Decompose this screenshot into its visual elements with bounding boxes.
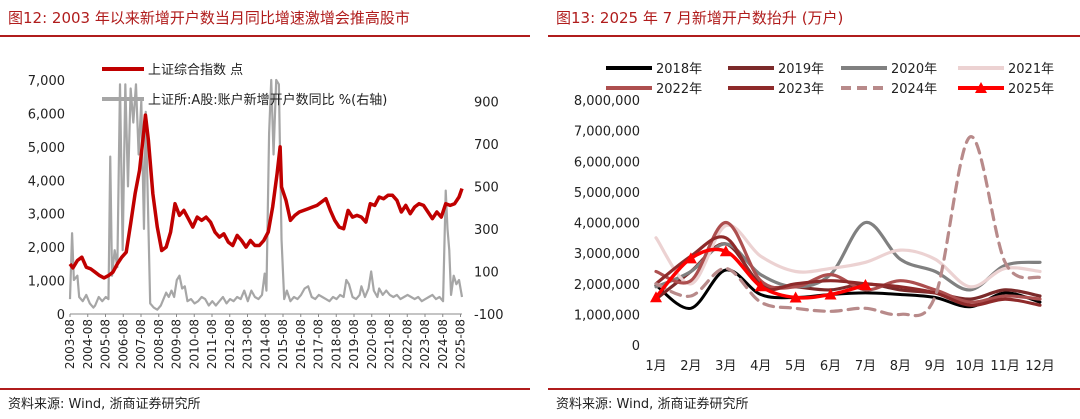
right-chart-title: 图13: 2025 年 7 月新增开户数抬升 (万户) — [556, 9, 844, 27]
left-x-tick-label-5: 2008-08 — [152, 319, 166, 369]
series-marker-7-2 — [719, 245, 732, 257]
legend-label-5: 2023年 — [778, 82, 824, 97]
legend-label-sse-composite: 上证综合指数 点 — [148, 63, 243, 78]
legend-label-2: 2020年 — [891, 62, 937, 77]
left-y-tick-label-2: 2,000 — [28, 241, 65, 256]
right-chart-panel: 图13: 2025 年 7 月新增开户数抬升 (万户) 0 1,000,000 2,… — [548, 0, 1080, 419]
left-y-tick-label-3: 3,000 — [28, 208, 65, 223]
series-marker-7-0 — [650, 291, 662, 303]
right-chart-svg: 0 1,000,000 2,000,000 3,000,000 4,000,000 5,0… — [574, 62, 1055, 374]
left-x-tick-label-18: 2021-08 — [383, 319, 397, 369]
left-x-tick-label-1: 2004-08 — [81, 319, 95, 369]
left-chart-svg: 0 1,000 2,000 3,000 4,000 5,000 6,000 7,000 -100… — [28, 63, 504, 369]
series-line-new-accounts-yoy — [68, 78, 464, 311]
left-y-tick-label-7: 7,000 — [28, 74, 65, 89]
legend-label-7: 2025年 — [1008, 82, 1054, 97]
right-chart-y-tick-label-2: 2,000,000 — [574, 278, 640, 293]
right-source-rule — [548, 388, 1080, 390]
right-chart-x-tick-label-4: 5月 — [785, 359, 806, 374]
series-line-5 — [654, 235, 1042, 307]
right-chart-x-tick-label-9: 10月 — [955, 359, 985, 374]
right-y-tick-label-3: 500 — [474, 180, 499, 195]
series-line-4 — [654, 220, 1042, 304]
left-x-tick-label-14: 2017-08 — [312, 319, 326, 369]
series-line-sse-composite — [68, 113, 464, 280]
left-x-tick-label-16: 2019-08 — [347, 319, 361, 369]
right-chart-x-tick-label-1: 2月 — [680, 359, 701, 374]
right-chart-x-tick-label-3: 4月 — [750, 359, 771, 374]
right-y-tick-label-1: 100 — [474, 265, 499, 280]
series-marker-7-5 — [824, 288, 837, 300]
left-x-tick-label-20: 2023-08 — [418, 319, 432, 369]
right-chart-x-tick-label-8: 9月 — [925, 359, 946, 374]
series-marker-7-1 — [684, 252, 697, 264]
right-chart-x-tick-label-11: 12月 — [1025, 359, 1055, 374]
left-title-rule — [0, 35, 530, 37]
series-marker-7-6 — [859, 278, 872, 290]
right-source-note: 资料来源: Wind, 浙商证券研究所 — [556, 397, 749, 412]
legend-label-0: 2018年 — [656, 62, 702, 77]
left-x-tick-label-7: 2010-08 — [187, 319, 201, 369]
legend-label-3: 2021年 — [1008, 62, 1054, 77]
left-x-tick-label-2: 2005-08 — [99, 319, 113, 369]
left-y-tick-label-1: 1,000 — [28, 275, 65, 290]
legend-marker-7 — [975, 82, 987, 93]
right-chart-y-tick-label-7: 7,000,000 — [574, 125, 640, 140]
right-y-tick-label-2: 300 — [474, 223, 499, 238]
legend-label-1: 2019年 — [778, 62, 824, 77]
left-y-tick-label-0: 0 — [57, 308, 65, 323]
left-x-tick-label-22: 2025-08 — [454, 319, 468, 369]
right-chart-x-tick-label-7: 8月 — [890, 359, 911, 374]
left-y-tick-label-5: 5,000 — [28, 141, 65, 156]
series-line-6 — [654, 135, 1042, 318]
left-chart-title: 图12: 2003 年以来新增开户数当月同比增速激增会推高股市 — [8, 9, 410, 27]
right-chart-x-tick-label-6: 7月 — [855, 359, 876, 374]
right-chart-y-tick-label-4: 4,000,000 — [574, 217, 640, 232]
right-chart-y-tick-label-1: 1,000,000 — [574, 308, 640, 323]
left-x-tick-label-8: 2011-08 — [205, 319, 219, 369]
right-chart-x-tick-label-2: 3月 — [715, 359, 736, 374]
right-title-rule — [548, 35, 1080, 37]
left-x-tick-label-10: 2013-08 — [241, 319, 255, 369]
left-x-tick-label-9: 2012-08 — [223, 319, 237, 369]
left-x-tick-label-3: 2006-08 — [116, 319, 130, 369]
legend-label-4: 2022年 — [656, 82, 702, 97]
left-x-tick-label-17: 2020-08 — [365, 319, 379, 369]
left-x-tick-label-13: 2016-08 — [294, 319, 308, 369]
left-y-tick-label-4: 4,000 — [28, 174, 65, 189]
series-marker-7-3 — [754, 280, 767, 292]
left-x-tick-label-21: 2024-08 — [436, 319, 450, 369]
right-chart-x-tick-label-10: 11月 — [990, 359, 1020, 374]
right-chart-y-tick-label-0: 0 — [632, 339, 640, 354]
left-y-tick-label-6: 6,000 — [28, 107, 65, 122]
left-x-tick-label-0: 2003-08 — [63, 319, 77, 369]
series-line-2 — [654, 220, 1042, 292]
left-x-tick-label-4: 2007-08 — [134, 319, 148, 369]
left-x-tick-label-15: 2018-08 — [329, 319, 343, 369]
legend-label-new-accounts-yoy: 上证所:A股:账户新增开户数同比 %(右轴) — [148, 92, 387, 108]
right-y-tick-label-0: -100 — [474, 308, 504, 323]
right-chart-y-tick-label-3: 3,000,000 — [574, 247, 640, 262]
left-chart-panel: 图12: 2003 年以来新增开户数当月同比增速激增会推高股市 0 1,000 2,… — [0, 0, 530, 419]
right-chart-x-tick-label-0: 1月 — [645, 359, 666, 374]
left-x-tick-label-12: 2015-08 — [276, 319, 290, 369]
left-x-tick-label-11: 2014-08 — [258, 319, 272, 369]
right-chart-y-tick-label-8: 8,000,000 — [574, 94, 640, 109]
left-x-tick-label-19: 2022-08 — [400, 319, 414, 369]
right-y-tick-label-5: 900 — [474, 95, 499, 110]
right-chart-y-tick-label-5: 5,000,000 — [574, 186, 640, 201]
right-chart-x-tick-label-5: 6月 — [820, 359, 841, 374]
left-source-rule — [0, 388, 530, 390]
series-marker-7-4 — [789, 291, 802, 303]
legend-label-6: 2024年 — [891, 82, 937, 97]
left-source-note: 资料来源: Wind, 浙商证券研究所 — [8, 397, 201, 412]
right-y-tick-label-4: 700 — [474, 138, 499, 153]
left-x-tick-label-6: 2009-08 — [170, 319, 184, 369]
right-chart-y-tick-label-6: 6,000,000 — [574, 155, 640, 170]
